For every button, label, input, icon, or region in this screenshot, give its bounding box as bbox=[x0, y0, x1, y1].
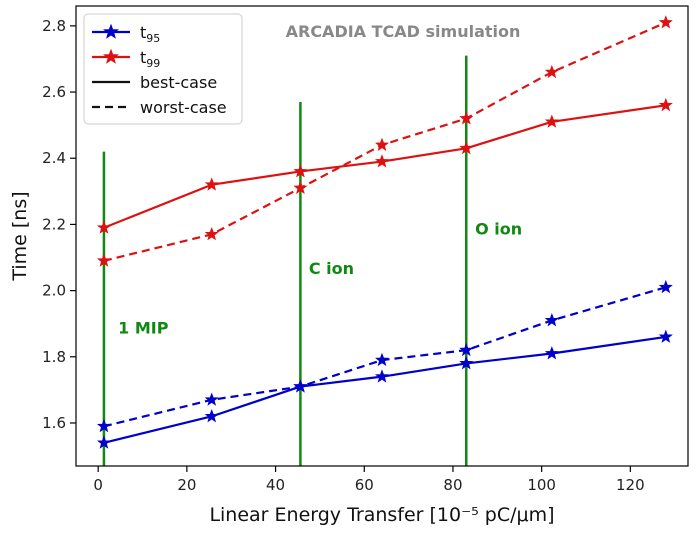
x-axis-label: Linear Energy Transfer [10⁻⁵ pC/μm] bbox=[209, 504, 554, 526]
series-line-1 bbox=[103, 335, 666, 444]
legend-label-sub-2: 99 bbox=[146, 57, 160, 70]
legend-star-1 bbox=[103, 23, 119, 39]
x-tick-label-3: 40 bbox=[266, 476, 285, 494]
legend-star-2 bbox=[103, 48, 119, 64]
data-point-s1-1 bbox=[96, 435, 111, 449]
legend-label-4: worst-case bbox=[140, 98, 227, 117]
x-tick-label-5: 80 bbox=[443, 476, 462, 494]
x-tick-label-4: 60 bbox=[355, 476, 374, 494]
data-point-s4-3 bbox=[293, 180, 308, 194]
data-point-s1-6 bbox=[544, 346, 559, 360]
legend-label-1: t95 bbox=[140, 23, 160, 45]
y-tick-label-3: 2.0 bbox=[42, 282, 66, 300]
x-tick-label-2: 20 bbox=[177, 476, 196, 494]
legend-label-main-3: best-case bbox=[140, 73, 217, 92]
data-point-s3-4 bbox=[375, 154, 389, 168]
y-tick-label-2: 1.8 bbox=[42, 348, 66, 366]
legend-label-2: t99 bbox=[140, 48, 160, 70]
data-point-s1-4 bbox=[375, 369, 389, 383]
data-point-s4-7 bbox=[658, 15, 673, 29]
y-axis-label: Time [ns] bbox=[9, 191, 31, 281]
legend-label-3: best-case bbox=[140, 73, 217, 92]
y-tick-label-7: 2.8 bbox=[42, 17, 66, 35]
legend-box bbox=[83, 13, 243, 125]
y-tick-label-5: 2.4 bbox=[42, 149, 66, 167]
data-point-s3-2 bbox=[204, 177, 219, 191]
plot-frame bbox=[75, 5, 689, 467]
data-point-s3-7 bbox=[658, 97, 673, 112]
legend-label-sub-1: 95 bbox=[146, 32, 160, 45]
data-point-s4-5 bbox=[459, 111, 474, 125]
data-point-s1-5 bbox=[459, 356, 474, 370]
legend-label-main-2: t bbox=[140, 48, 146, 67]
marker-label-3: O ion bbox=[475, 219, 522, 238]
x-tick-label-7: 120 bbox=[616, 476, 645, 494]
data-point-s1-2 bbox=[204, 409, 219, 423]
y-tick-label-4: 2.2 bbox=[42, 215, 66, 233]
data-point-s2-6 bbox=[544, 313, 559, 327]
marker-label-1: 1 MIP bbox=[118, 319, 169, 338]
data-point-s1-7 bbox=[658, 329, 673, 343]
data-point-s3-3 bbox=[293, 164, 308, 178]
data-point-s4-1 bbox=[96, 253, 111, 267]
data-point-s3-6 bbox=[544, 114, 559, 128]
x-tick-label-1: 0 bbox=[93, 476, 103, 494]
data-point-s3-5 bbox=[459, 140, 474, 155]
legend-label-main-1: t bbox=[140, 23, 146, 42]
data-point-s4-4 bbox=[375, 137, 389, 151]
data-point-s3-1 bbox=[96, 220, 111, 234]
data-point-s2-7 bbox=[658, 279, 673, 294]
data-point-s2-3 bbox=[293, 379, 308, 393]
x-tick-label-6: 100 bbox=[527, 476, 556, 494]
data-point-s4-6 bbox=[544, 64, 559, 79]
data-point-s4-2 bbox=[204, 226, 219, 241]
chart-title: ARCADIA TCAD simulation bbox=[286, 22, 521, 41]
data-point-s2-2 bbox=[204, 392, 219, 406]
data-point-s2-5 bbox=[459, 342, 474, 357]
marker-label-2: C ion bbox=[309, 259, 354, 278]
data-point-s2-4 bbox=[375, 352, 389, 367]
legend-label-main-4: worst-case bbox=[140, 98, 227, 117]
y-tick-label-6: 2.6 bbox=[42, 83, 66, 101]
y-tick-label-1: 1.6 bbox=[42, 414, 66, 432]
data-point-s2-1 bbox=[96, 418, 111, 433]
series-line-2 bbox=[103, 286, 667, 428]
